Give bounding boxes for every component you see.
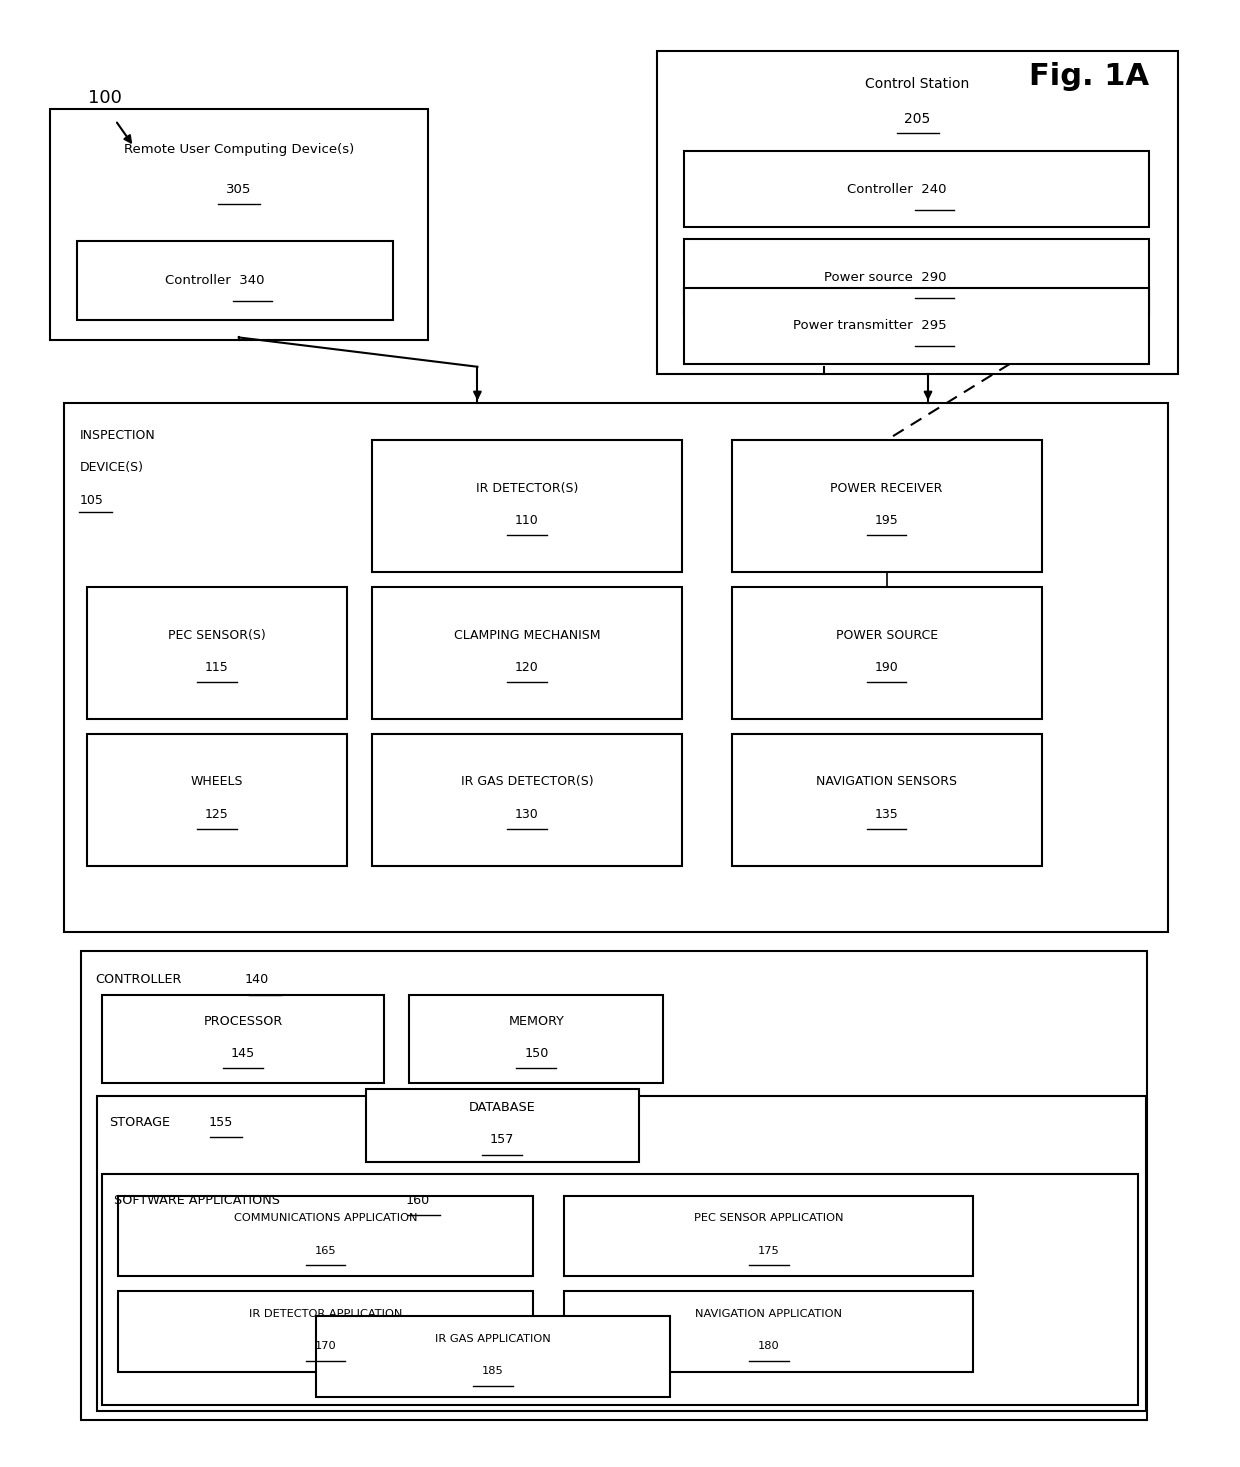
Text: 205: 205 xyxy=(904,111,931,126)
Text: 100: 100 xyxy=(88,89,123,107)
Bar xyxy=(64,403,1168,932)
Text: 120: 120 xyxy=(515,662,539,673)
Text: 160: 160 xyxy=(405,1194,430,1206)
Text: POWER SOURCE: POWER SOURCE xyxy=(836,629,937,641)
Text: POWER RECEIVER: POWER RECEIVER xyxy=(831,483,942,494)
Text: 170: 170 xyxy=(315,1341,336,1351)
Text: 305: 305 xyxy=(226,183,252,195)
Bar xyxy=(102,1174,1138,1405)
Text: 155: 155 xyxy=(208,1116,233,1128)
Text: SOFTWARE APPLICATIONS: SOFTWARE APPLICATIONS xyxy=(114,1194,280,1206)
Text: Control Station: Control Station xyxy=(866,76,970,91)
Text: Fig. 1A: Fig. 1A xyxy=(1029,62,1149,91)
Bar xyxy=(366,1089,639,1162)
Bar xyxy=(81,951,1147,1420)
Bar xyxy=(118,1291,533,1372)
Text: CONTROLLER: CONTROLLER xyxy=(95,974,182,986)
Text: 115: 115 xyxy=(205,662,229,673)
Bar xyxy=(87,734,347,866)
Bar xyxy=(564,1196,973,1276)
Bar xyxy=(77,241,393,320)
Text: COMMUNICATIONS APPLICATION: COMMUNICATIONS APPLICATION xyxy=(234,1213,417,1223)
Text: 290: 290 xyxy=(918,271,946,283)
Text: 185: 185 xyxy=(482,1366,503,1376)
Text: CLAMPING MECHANISM: CLAMPING MECHANISM xyxy=(454,629,600,641)
Text: 140: 140 xyxy=(244,974,269,986)
Bar xyxy=(684,151,1149,227)
Text: IR GAS APPLICATION: IR GAS APPLICATION xyxy=(435,1334,551,1344)
Bar xyxy=(50,109,428,340)
Text: 180: 180 xyxy=(758,1341,780,1351)
Bar xyxy=(732,587,1042,719)
Bar xyxy=(87,587,347,719)
Text: Power transmitter: Power transmitter xyxy=(794,320,918,332)
Bar xyxy=(684,288,1149,364)
Text: IR DETECTOR APPLICATION: IR DETECTOR APPLICATION xyxy=(249,1309,402,1319)
Text: NAVIGATION SENSORS: NAVIGATION SENSORS xyxy=(816,776,957,788)
Text: WHEELS: WHEELS xyxy=(191,776,243,788)
Bar xyxy=(372,587,682,719)
Text: IR GAS DETECTOR(S): IR GAS DETECTOR(S) xyxy=(461,776,593,788)
Text: 145: 145 xyxy=(231,1047,255,1059)
Text: 130: 130 xyxy=(515,808,539,820)
Bar xyxy=(372,734,682,866)
Text: Remote User Computing Device(s): Remote User Computing Device(s) xyxy=(124,144,353,156)
Text: 150: 150 xyxy=(525,1047,548,1059)
Text: Controller: Controller xyxy=(165,274,236,286)
Bar xyxy=(118,1196,533,1276)
Bar xyxy=(102,995,384,1083)
Text: 125: 125 xyxy=(205,808,229,820)
Text: Power source: Power source xyxy=(823,271,918,283)
Text: Controller: Controller xyxy=(847,183,918,195)
Bar xyxy=(732,734,1042,866)
Bar xyxy=(684,239,1149,315)
Text: INSPECTION: INSPECTION xyxy=(79,430,155,442)
Text: PROCESSOR: PROCESSOR xyxy=(203,1015,283,1027)
Text: 157: 157 xyxy=(490,1134,515,1146)
Bar xyxy=(732,440,1042,572)
Bar xyxy=(316,1316,670,1397)
Bar xyxy=(97,1096,1146,1411)
Text: 175: 175 xyxy=(758,1245,780,1256)
Text: IR DETECTOR(S): IR DETECTOR(S) xyxy=(476,483,578,494)
Text: 165: 165 xyxy=(315,1245,336,1256)
Text: STORAGE: STORAGE xyxy=(109,1116,170,1128)
Text: 190: 190 xyxy=(874,662,899,673)
Text: 240: 240 xyxy=(918,183,946,195)
Bar xyxy=(372,440,682,572)
Text: 195: 195 xyxy=(874,515,899,527)
Bar xyxy=(657,51,1178,374)
Text: MEMORY: MEMORY xyxy=(508,1015,564,1027)
Text: DATABASE: DATABASE xyxy=(469,1102,536,1113)
Text: PEC SENSOR APPLICATION: PEC SENSOR APPLICATION xyxy=(694,1213,843,1223)
Bar xyxy=(409,995,663,1083)
Text: 110: 110 xyxy=(515,515,539,527)
Bar xyxy=(564,1291,973,1372)
Text: 135: 135 xyxy=(874,808,899,820)
Text: DEVICE(S): DEVICE(S) xyxy=(79,462,144,474)
Text: NAVIGATION APPLICATION: NAVIGATION APPLICATION xyxy=(696,1309,842,1319)
Text: 295: 295 xyxy=(918,320,946,332)
Text: 105: 105 xyxy=(79,494,103,506)
Text: 340: 340 xyxy=(236,274,264,286)
Text: PEC SENSOR(S): PEC SENSOR(S) xyxy=(169,629,265,641)
